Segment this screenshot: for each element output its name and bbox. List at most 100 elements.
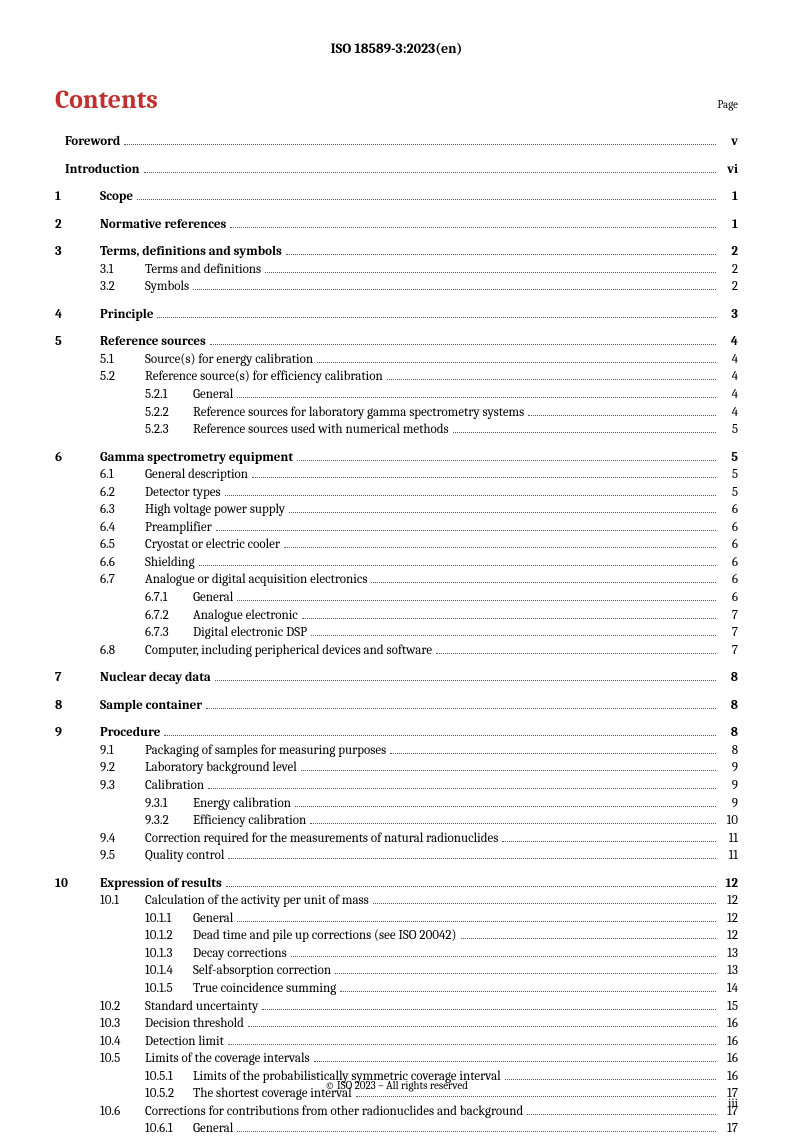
- toc-row[interactable]: 10.1.5True coincidence summing14: [55, 980, 738, 998]
- toc-leader: [193, 289, 716, 290]
- toc-row[interactable]: 6.1General description5: [55, 466, 738, 484]
- toc-leader: [461, 938, 716, 939]
- toc-row[interactable]: 8Sample container8: [55, 697, 738, 715]
- toc-page: 6: [720, 554, 738, 572]
- toc-row[interactable]: 10.2Standard uncertainty15: [55, 998, 738, 1016]
- toc-row[interactable]: 6.6Shielding6: [55, 554, 738, 572]
- toc-title: General: [193, 589, 233, 607]
- toc-row[interactable]: 9.5Quality control11: [55, 847, 738, 865]
- toc-row[interactable]: 6Gamma spectrometry equipment5: [55, 449, 738, 467]
- toc-title: Source(s) for energy calibration: [145, 351, 313, 369]
- toc-number: 5.1: [100, 351, 145, 369]
- toc-leader: [237, 1131, 716, 1132]
- table-of-contents: ForewordvIntroductionvi1Scope12Normative…: [55, 133, 738, 1138]
- toc-row[interactable]: 3Terms, definitions and symbols2: [55, 243, 738, 261]
- toc-leader: [297, 460, 716, 461]
- toc-page: 7: [720, 642, 738, 660]
- toc-leader: [237, 600, 716, 601]
- toc-row[interactable]: 9.3.1Energy calibration9: [55, 795, 738, 813]
- toc-leader: [436, 653, 716, 654]
- toc-row[interactable]: 5Reference sources4: [55, 333, 738, 351]
- toc-row[interactable]: 6.4Preamplifier6: [55, 519, 738, 537]
- toc-group: 5Reference sources45.1Source(s) for ener…: [55, 333, 738, 438]
- toc-row[interactable]: 6.8Computer, including peripherical devi…: [55, 642, 738, 660]
- toc-number: 10.2: [100, 998, 145, 1016]
- toc-row[interactable]: 6.3High voltage power supply6: [55, 501, 738, 519]
- toc-leader: [248, 1026, 716, 1027]
- toc-title: Cryostat or electric cooler: [145, 536, 280, 554]
- toc-row[interactable]: 3.2Symbols2: [55, 278, 738, 296]
- toc-row[interactable]: 1Scope1: [55, 188, 738, 206]
- toc-row[interactable]: 4Principle3: [55, 306, 738, 324]
- toc-row[interactable]: 5.2.3Reference sources used with numeric…: [55, 421, 738, 439]
- toc-number: 9.1: [100, 742, 145, 760]
- toc-title: Packaging of samples for measuring purpo…: [145, 742, 386, 760]
- toc-row[interactable]: 6.5Cryostat or electric cooler6: [55, 536, 738, 554]
- contents-heading-row: Contents Page: [55, 85, 738, 115]
- toc-row[interactable]: 10.1Calculation of the activity per unit…: [55, 892, 738, 910]
- toc-leader: [356, 1096, 716, 1097]
- toc-leader: [230, 227, 716, 228]
- toc-row[interactable]: 5.1Source(s) for energy calibration4: [55, 351, 738, 369]
- toc-row[interactable]: 9.3.2Efficiency calibration10: [55, 812, 738, 830]
- toc-row[interactable]: 5.2.2Reference sources for laboratory ga…: [55, 404, 738, 422]
- toc-row[interactable]: 6.7.3Digital electronic DSP7: [55, 624, 738, 642]
- toc-leader: [265, 272, 716, 273]
- toc-title: General: [193, 386, 233, 404]
- toc-row[interactable]: 6.7.1General6: [55, 589, 738, 607]
- toc-row[interactable]: 10.1.3Decay corrections13: [55, 945, 738, 963]
- toc-page: 14: [720, 980, 738, 998]
- toc-row[interactable]: 7Nuclear decay data8: [55, 669, 738, 687]
- toc-row[interactable]: 9.1Packaging of samples for measuring pu…: [55, 742, 738, 760]
- toc-row[interactable]: 10.6Corrections for contributions from o…: [55, 1103, 738, 1121]
- toc-page: 6: [720, 589, 738, 607]
- toc-number: 6.1: [100, 466, 145, 484]
- toc-number: 10.6.1: [145, 1120, 193, 1138]
- toc-row[interactable]: 6.2Detector types5: [55, 484, 738, 502]
- toc-row[interactable]: 3.1Terms and definitions2: [55, 261, 738, 279]
- toc-row[interactable]: Introductionvi: [55, 161, 738, 179]
- toc-title: Normative references: [100, 216, 226, 234]
- toc-title: Laboratory background level: [145, 759, 297, 777]
- toc-row[interactable]: 9.4Correction required for the measureme…: [55, 830, 738, 848]
- toc-number: 10.1.1: [145, 910, 193, 928]
- toc-row[interactable]: 10.1.4Self-absorption correction13: [55, 962, 738, 980]
- toc-page: 5: [720, 449, 738, 467]
- toc-row[interactable]: 9.3Calibration9: [55, 777, 738, 795]
- toc-row[interactable]: 10Expression of results12: [55, 875, 738, 893]
- toc-number: 6.3: [100, 501, 145, 519]
- toc-title: Terms, definitions and symbols: [100, 243, 282, 261]
- toc-group: 1Scope1: [55, 188, 738, 206]
- toc-title: Detector types: [145, 484, 221, 502]
- toc-row[interactable]: 10.1.1General12: [55, 910, 738, 928]
- toc-page: 4: [720, 386, 738, 404]
- toc-row[interactable]: 2Normative references1: [55, 216, 738, 234]
- toc-page: 5: [720, 466, 738, 484]
- toc-group: 10Expression of results1210.1Calculation…: [55, 875, 738, 1138]
- toc-group: 6Gamma spectrometry equipment56.1General…: [55, 449, 738, 660]
- toc-row[interactable]: 10.1.2Dead time and pile up corrections …: [55, 927, 738, 945]
- toc-row[interactable]: 5.2.1General4: [55, 386, 738, 404]
- toc-row[interactable]: 10.5Limits of the coverage intervals16: [55, 1050, 738, 1068]
- toc-title: Preamplifier: [145, 519, 212, 537]
- toc-row[interactable]: 10.3Decision threshold16: [55, 1015, 738, 1033]
- toc-page: 6: [720, 536, 738, 554]
- toc-title: Symbols: [145, 278, 189, 296]
- toc-leader: [291, 956, 716, 957]
- toc-row[interactable]: Forewordv: [55, 133, 738, 151]
- toc-row[interactable]: 9.2Laboratory background level9: [55, 759, 738, 777]
- toc-title: Energy calibration: [193, 795, 291, 813]
- toc-row[interactable]: 6.7.2Analogue electronic7: [55, 607, 738, 625]
- toc-page: 1: [720, 216, 738, 234]
- toc-row[interactable]: 6.7Analogue or digital acquisition elect…: [55, 571, 738, 589]
- toc-row[interactable]: 10.4Detection limit16: [55, 1033, 738, 1051]
- toc-row[interactable]: 9Procedure8: [55, 724, 738, 742]
- toc-leader: [335, 973, 716, 974]
- toc-row[interactable]: 10.6.1General17: [55, 1120, 738, 1138]
- contents-title: Contents: [55, 85, 158, 115]
- toc-page: 11: [720, 830, 738, 848]
- toc-page: 10: [720, 812, 738, 830]
- toc-title: Quality control: [145, 847, 224, 865]
- toc-number: 10.1.5: [145, 980, 193, 998]
- toc-row[interactable]: 5.2Reference source(s) for efficiency ca…: [55, 368, 738, 386]
